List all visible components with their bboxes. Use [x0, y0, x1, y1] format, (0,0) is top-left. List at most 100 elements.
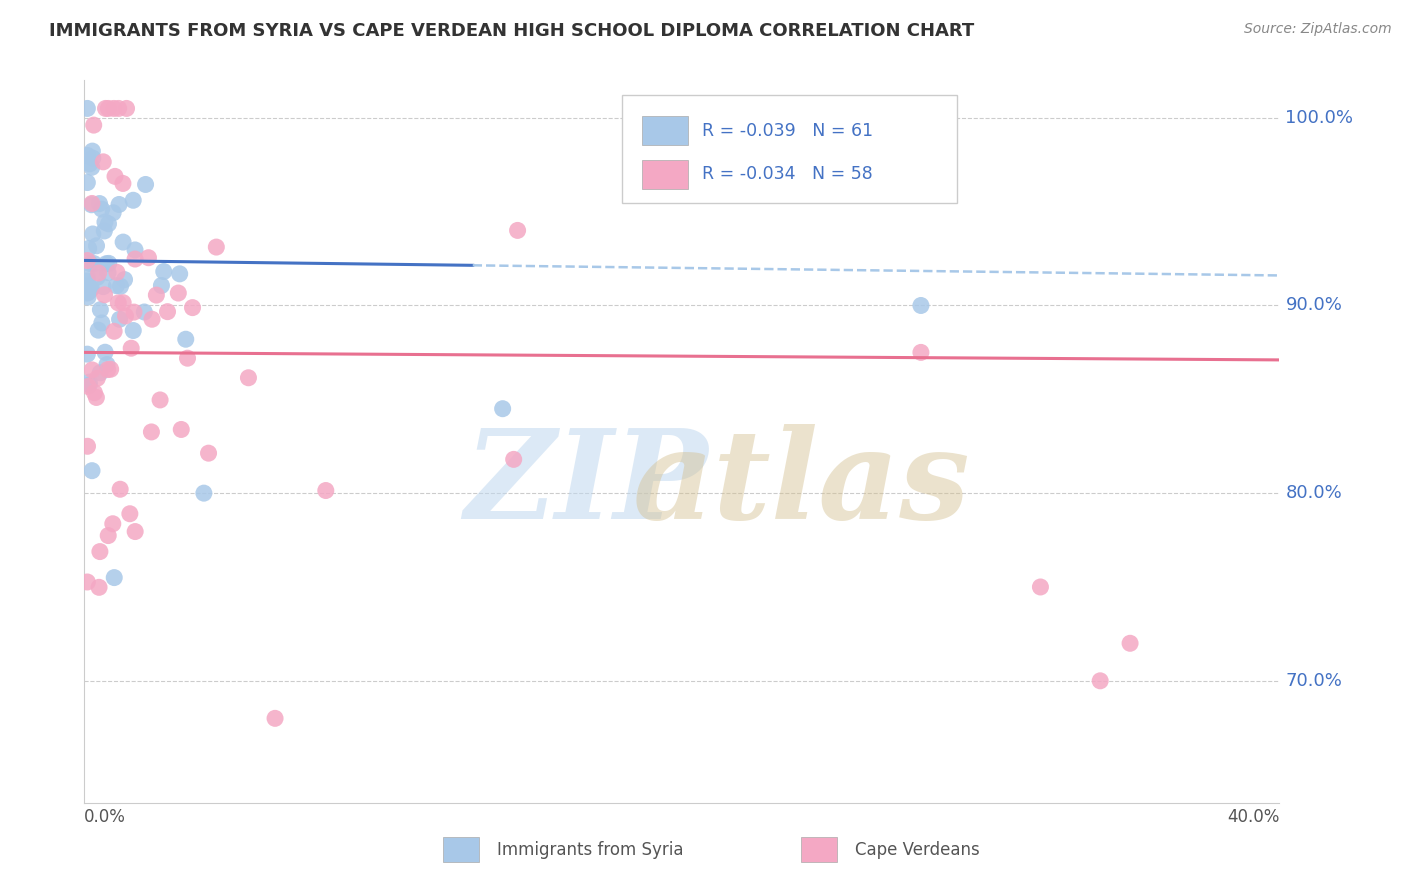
Text: 0.0%: 0.0%: [84, 808, 127, 826]
Bar: [443, 837, 479, 863]
Bar: [643, 160, 688, 189]
Point: [138, 251, 160, 265]
Text: 40.0%: 40.0%: [1227, 808, 1279, 826]
Text: 90.0%: 90.0%: [1285, 296, 1343, 315]
FancyBboxPatch shape: [623, 95, 957, 203]
Bar: [643, 117, 688, 145]
Point: [108, 312, 131, 326]
Point: [238, 371, 260, 385]
Point: [101, 206, 124, 220]
Point: [107, 296, 129, 310]
Text: 70.0%: 70.0%: [1285, 672, 1343, 690]
Point: [114, 309, 136, 323]
Point: [108, 197, 131, 211]
Point: [82, 151, 104, 165]
Point: [76, 176, 98, 190]
Point: [79, 282, 101, 296]
Point: [94, 215, 117, 229]
Point: [82, 363, 104, 377]
Point: [169, 267, 191, 281]
Point: [86, 270, 108, 285]
Point: [86, 371, 108, 385]
Point: [76, 274, 98, 288]
Point: [86, 391, 108, 405]
Point: [101, 516, 124, 531]
Point: [86, 239, 108, 253]
Point: [89, 196, 111, 211]
Point: [105, 265, 128, 279]
Bar: [801, 837, 838, 863]
Point: [124, 243, 146, 257]
Point: [79, 157, 101, 171]
Text: Immigrants from Syria: Immigrants from Syria: [496, 841, 683, 859]
Text: 100.0%: 100.0%: [1285, 109, 1354, 127]
Point: [205, 240, 228, 254]
Point: [124, 252, 146, 266]
Point: [264, 711, 287, 725]
Point: [76, 102, 98, 116]
Point: [124, 524, 146, 539]
Point: [111, 177, 134, 191]
Point: [89, 302, 111, 317]
Text: ZIP: ZIP: [464, 424, 709, 546]
Point: [100, 362, 122, 376]
Point: [1090, 673, 1112, 688]
Point: [910, 345, 932, 359]
Point: [76, 270, 98, 285]
Text: Source: ZipAtlas.com: Source: ZipAtlas.com: [1244, 22, 1392, 37]
Point: [79, 256, 101, 270]
Point: [77, 285, 100, 299]
Point: [118, 507, 141, 521]
Point: [141, 312, 163, 326]
Point: [79, 375, 101, 389]
Point: [135, 178, 157, 192]
Point: [122, 324, 145, 338]
Point: [80, 464, 103, 478]
Point: [176, 351, 198, 366]
Point: [82, 144, 104, 158]
Point: [76, 285, 98, 300]
Point: [93, 224, 115, 238]
Point: [87, 266, 110, 280]
Point: [150, 278, 173, 293]
Text: atlas: atlas: [633, 424, 970, 546]
Text: R = -0.034   N = 58: R = -0.034 N = 58: [702, 165, 873, 183]
Point: [77, 242, 100, 256]
Point: [79, 377, 101, 392]
Point: [103, 571, 125, 585]
Point: [1029, 580, 1052, 594]
Point: [91, 279, 114, 293]
Point: [193, 486, 215, 500]
Point: [94, 345, 117, 359]
Point: [110, 279, 132, 293]
Point: [108, 482, 131, 496]
Point: [156, 304, 179, 318]
Point: [502, 452, 524, 467]
Point: [134, 305, 156, 319]
Point: [145, 288, 167, 302]
Point: [76, 347, 98, 361]
Point: [87, 580, 110, 594]
Point: [76, 439, 98, 453]
Point: [105, 278, 128, 293]
Point: [80, 196, 103, 211]
Point: [90, 202, 112, 216]
Point: [170, 422, 193, 436]
Point: [83, 118, 105, 132]
Point: [104, 169, 127, 184]
Point: [94, 102, 117, 116]
Point: [174, 332, 197, 346]
Point: [506, 223, 529, 237]
Point: [103, 102, 125, 116]
Point: [197, 446, 219, 460]
Point: [1119, 636, 1142, 650]
Point: [89, 544, 111, 558]
Point: [89, 366, 111, 380]
Point: [112, 235, 135, 249]
Text: R = -0.039   N = 61: R = -0.039 N = 61: [702, 122, 873, 140]
Point: [122, 305, 145, 319]
Point: [97, 256, 120, 270]
Point: [910, 298, 932, 312]
Point: [80, 198, 103, 212]
Point: [76, 253, 98, 268]
